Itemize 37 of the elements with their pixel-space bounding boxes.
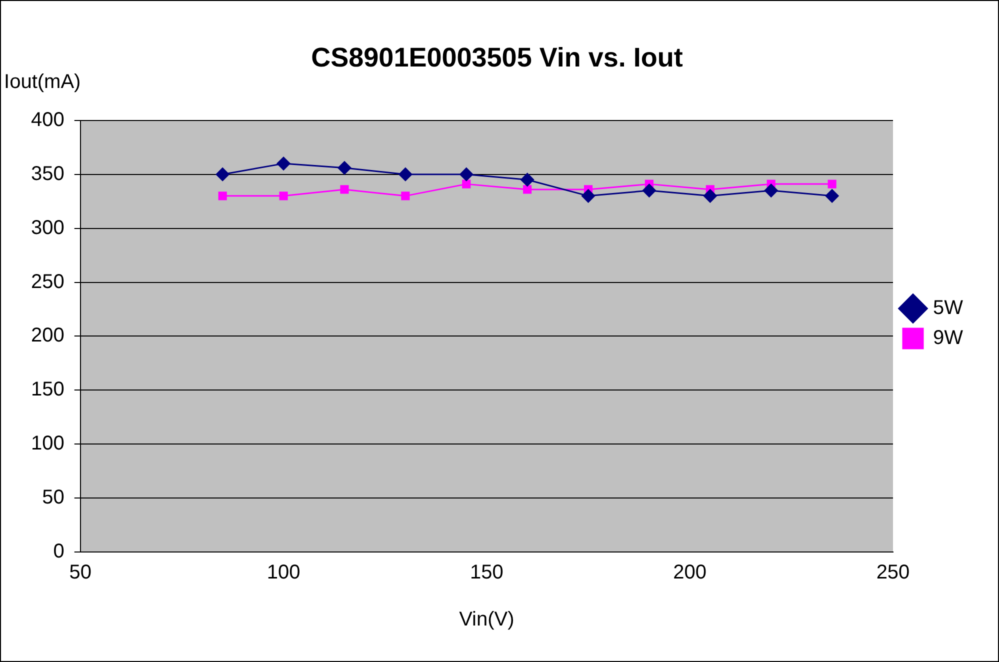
point: [828, 180, 836, 188]
point: [340, 185, 349, 194]
point: [216, 168, 230, 182]
legend-label: 9W: [933, 327, 964, 350]
point: [520, 172, 534, 186]
y-tick-label: 300: [30, 216, 64, 239]
y-tick-label: 0: [53, 540, 64, 563]
x-tick-label: 150: [470, 562, 504, 584]
legend-label: 5W: [933, 297, 964, 320]
point: [825, 189, 839, 203]
point: [276, 156, 290, 170]
x-tick-label: 50: [69, 562, 92, 584]
y-tick-label: 200: [30, 324, 64, 347]
y-tick-label: 400: [30, 108, 64, 131]
x-axis-title: Vin(V): [459, 608, 514, 631]
point: [642, 184, 656, 198]
point: [523, 185, 532, 194]
x-tick-label: 200: [673, 562, 707, 584]
y-tick-label: 150: [30, 378, 64, 401]
y-tick-label: 250: [30, 270, 64, 293]
x-tick-label: 100: [266, 562, 300, 584]
point: [218, 192, 227, 200]
point: [764, 184, 778, 198]
y-tick-label: 350: [30, 162, 64, 185]
point: [338, 161, 352, 175]
point: [460, 168, 474, 182]
y-axis-title: Iout(mA): [4, 70, 81, 93]
y-tick-label: 100: [30, 432, 64, 455]
x-tick-label: 250: [876, 562, 910, 584]
point: [279, 192, 288, 200]
point: [398, 168, 412, 182]
point: [582, 189, 596, 203]
y-tick-label: 50: [42, 486, 64, 509]
point: [703, 189, 717, 203]
point: [462, 180, 471, 188]
point: [401, 192, 410, 200]
chart-title: CS8901E0003505 Vin vs. Iout: [311, 42, 683, 73]
